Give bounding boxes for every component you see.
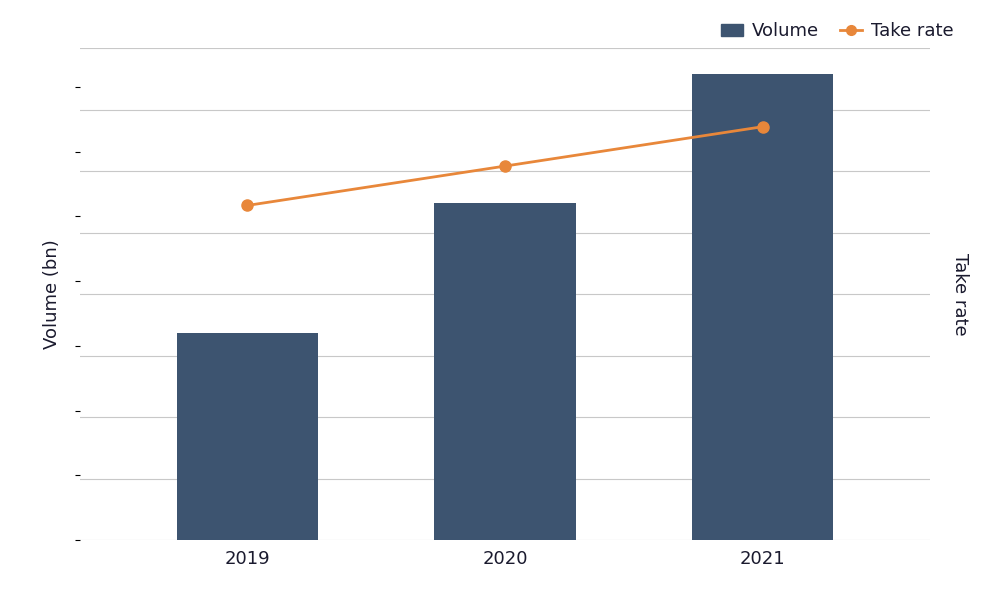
Bar bbox=[177, 333, 318, 540]
Y-axis label: Take rate: Take rate bbox=[951, 253, 969, 335]
Y-axis label: Volume (bn): Volume (bn) bbox=[43, 239, 61, 349]
Bar bbox=[692, 74, 833, 540]
Bar bbox=[434, 203, 576, 540]
Legend: Volume, Take rate: Volume, Take rate bbox=[714, 15, 961, 47]
